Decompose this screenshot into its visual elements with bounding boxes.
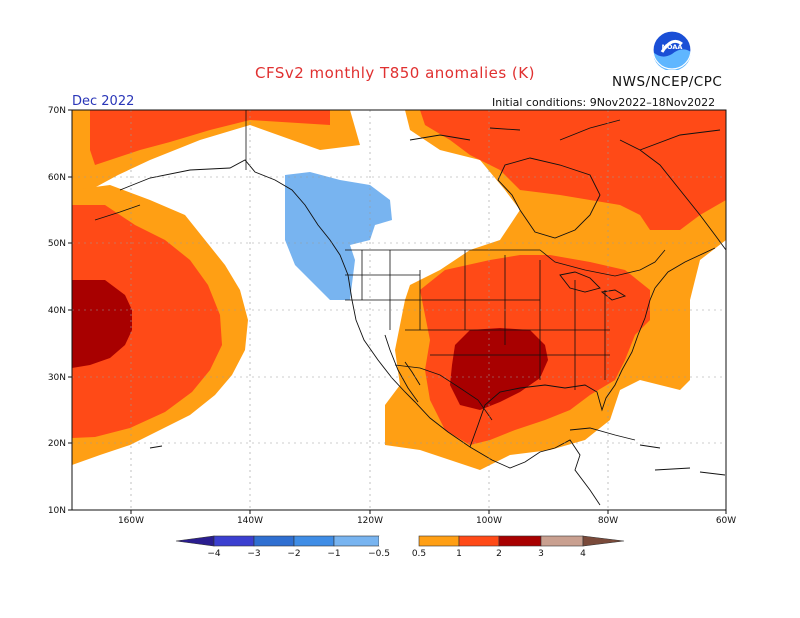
- initial-conditions: Initial conditions: 9Nov2022–18Nov2022: [492, 96, 716, 109]
- colorbar-labels: −4 −3 −2 −1 −0.5 0.5 1 2 3 4: [207, 549, 586, 559]
- coastlines: [94, 119, 726, 506]
- anomaly-region-darkred-us: [450, 328, 548, 410]
- colorbar-swatch-minus1-minus05: [333, 535, 380, 547]
- anomaly-region-blue-northwest: [285, 172, 392, 300]
- lat-label-70n: 70N: [48, 106, 66, 116]
- agency-label: NWS/NCEP/CPC: [612, 74, 723, 90]
- lon-label-160w: 160W: [118, 516, 144, 526]
- colorbar-swatch-neutral: [379, 536, 419, 546]
- lon-label-80w: 80W: [598, 516, 618, 526]
- lon-label-140w: 140W: [237, 516, 263, 526]
- lon-label-100w: 100W: [476, 516, 502, 526]
- colorbar-label-3: 3: [538, 549, 544, 559]
- colorbar-label-minus1: −1: [327, 549, 340, 559]
- lon-label-60w: 60W: [716, 516, 736, 526]
- forecast-month: Dec 2022: [72, 94, 135, 109]
- colorbar-label-minus05: −0.5: [368, 549, 390, 559]
- noaa-logo: NOAA: [652, 30, 692, 70]
- colorbar-label-4: 4: [580, 549, 586, 559]
- anomaly-region-darkred-pacific: [72, 280, 132, 368]
- noaa-logo-text: NOAA: [662, 43, 683, 51]
- map-title: CFSv2 monthly T850 anomalies (K): [0, 64, 800, 82]
- colorbar-swatch-05-1: [418, 535, 460, 547]
- anomaly-region-red-canada: [420, 110, 726, 230]
- colorbar-label-05: 0.5: [412, 549, 426, 559]
- anomaly-shading: [72, 110, 726, 470]
- colorbar-label-minus4: −4: [207, 549, 221, 559]
- graticule: [72, 110, 726, 510]
- colorbar-label-1: 1: [456, 549, 462, 559]
- lat-label-50n: 50N: [48, 239, 66, 249]
- colorbar-swatch-minus2-minus1: [293, 535, 335, 547]
- lat-label-40n: 40N: [48, 306, 66, 316]
- colorbar-label-2: 2: [496, 549, 502, 559]
- political-boundaries: [245, 110, 666, 421]
- lon-label-120w: 120W: [357, 516, 383, 526]
- anomaly-region-red-pacific: [72, 205, 222, 438]
- colorbar-swatch-2-3: [498, 535, 542, 547]
- lat-label-20n: 20N: [48, 439, 66, 449]
- colorbar-swatch-3-4: [540, 535, 584, 547]
- lat-label-60n: 60N: [48, 173, 66, 183]
- colorbar-label-minus2: −2: [287, 549, 300, 559]
- colorbar-swatch-minus3-minus2: [253, 535, 295, 547]
- lat-label-30n: 30N: [48, 373, 66, 383]
- tick-marks: [68, 109, 727, 514]
- longitude-labels: 160W 140W 120W 100W 80W 60W: [118, 516, 736, 526]
- lat-label-10n: 10N: [48, 506, 66, 516]
- colorbar-swatch-1-2: [458, 535, 500, 547]
- colorbar-label-minus3: −3: [247, 549, 260, 559]
- latitude-labels: 70N 60N 50N 40N 30N 20N 10N: [48, 106, 66, 516]
- colorbar: [175, 535, 625, 547]
- colorbar-swatch-lt-minus4: [175, 535, 215, 547]
- colorbar-swatch-minus4-minus3: [213, 535, 255, 547]
- colorbar-swatch-gt-4: [582, 535, 625, 547]
- map-title-text: CFSv2 monthly T850 anomalies (K): [255, 64, 535, 82]
- anomaly-region-red-alaska-north: [90, 110, 330, 165]
